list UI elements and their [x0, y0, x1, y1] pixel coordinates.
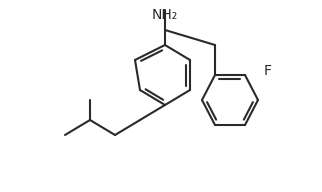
Text: NH₂: NH₂: [152, 8, 178, 22]
Text: F: F: [264, 64, 272, 78]
